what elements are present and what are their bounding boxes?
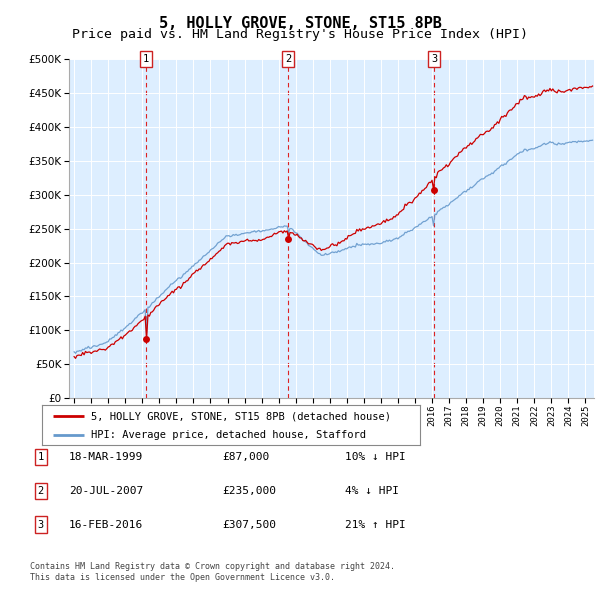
Text: Contains HM Land Registry data © Crown copyright and database right 2024.: Contains HM Land Registry data © Crown c… (30, 562, 395, 571)
Text: 16-FEB-2016: 16-FEB-2016 (69, 520, 143, 529)
Text: 1: 1 (38, 453, 44, 462)
Text: £87,000: £87,000 (222, 453, 269, 462)
Text: 5, HOLLY GROVE, STONE, ST15 8PB: 5, HOLLY GROVE, STONE, ST15 8PB (158, 16, 442, 31)
Text: £235,000: £235,000 (222, 486, 276, 496)
Text: 3: 3 (38, 520, 44, 529)
Text: Price paid vs. HM Land Registry's House Price Index (HPI): Price paid vs. HM Land Registry's House … (72, 28, 528, 41)
Text: £307,500: £307,500 (222, 520, 276, 529)
Text: 4% ↓ HPI: 4% ↓ HPI (345, 486, 399, 496)
Text: 1: 1 (143, 54, 149, 64)
Text: 3: 3 (431, 54, 437, 64)
Text: This data is licensed under the Open Government Licence v3.0.: This data is licensed under the Open Gov… (30, 572, 335, 582)
Text: 21% ↑ HPI: 21% ↑ HPI (345, 520, 406, 529)
Text: HPI: Average price, detached house, Stafford: HPI: Average price, detached house, Staf… (91, 431, 366, 440)
Text: 18-MAR-1999: 18-MAR-1999 (69, 453, 143, 462)
Text: 2: 2 (285, 54, 291, 64)
Text: 20-JUL-2007: 20-JUL-2007 (69, 486, 143, 496)
Text: 2: 2 (38, 486, 44, 496)
Text: 5, HOLLY GROVE, STONE, ST15 8PB (detached house): 5, HOLLY GROVE, STONE, ST15 8PB (detache… (91, 411, 391, 421)
Text: 10% ↓ HPI: 10% ↓ HPI (345, 453, 406, 462)
